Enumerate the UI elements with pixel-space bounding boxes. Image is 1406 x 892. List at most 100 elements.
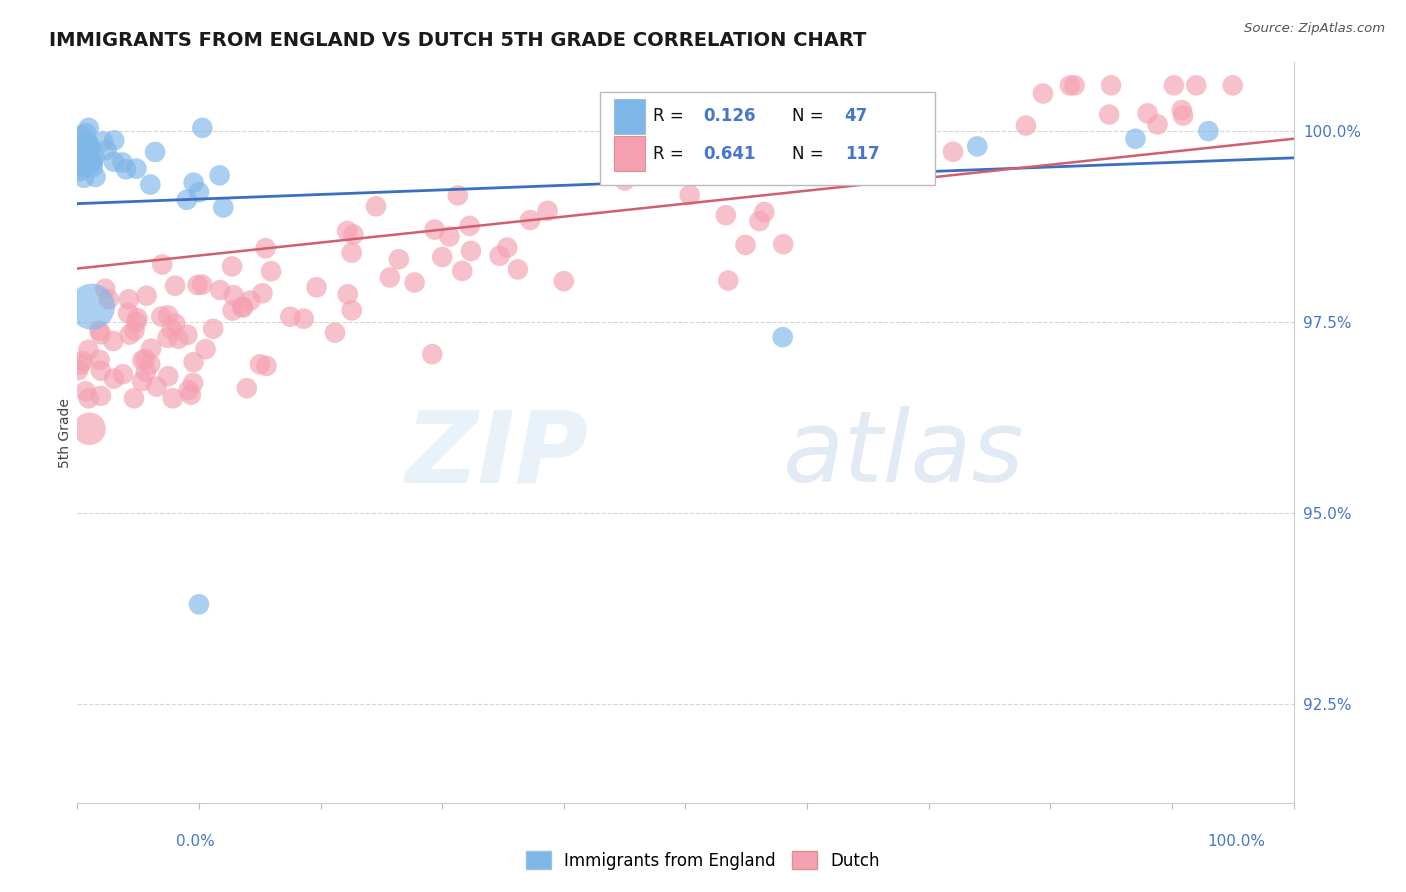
Point (772, 237, 794, 252)
Point (1136, 106, 1159, 120)
Point (679, 188, 702, 202)
Point (181, 376, 204, 390)
Point (139, 357, 162, 371)
Point (84, 169, 107, 184)
Point (70, 144, 93, 158)
Point (145, 379, 167, 393)
FancyBboxPatch shape (613, 99, 645, 134)
Point (340, 303, 363, 318)
Point (69, 358, 91, 372)
Point (188, 598, 211, 612)
Text: N =: N = (793, 108, 830, 126)
Point (553, 274, 575, 288)
Point (260, 264, 283, 278)
Point (1146, 117, 1168, 131)
Point (1163, 78, 1185, 93)
Point (69, 164, 91, 178)
Point (1125, 132, 1147, 146)
Point (162, 391, 184, 405)
Point (67, 150, 90, 164)
Point (135, 365, 157, 379)
Text: R =: R = (652, 108, 689, 126)
Point (157, 309, 180, 323)
Point (378, 270, 401, 285)
Point (72, 161, 94, 175)
Point (835, 128, 858, 142)
Text: 0.126: 0.126 (703, 108, 756, 126)
Point (1063, 78, 1085, 93)
Point (176, 327, 198, 342)
Point (404, 276, 426, 290)
Point (66, 149, 89, 163)
Point (183, 355, 205, 369)
Point (292, 311, 315, 326)
Point (336, 287, 359, 301)
Point (439, 229, 461, 244)
Point (103, 154, 125, 169)
Point (506, 262, 529, 277)
Point (157, 369, 180, 384)
Point (77, 391, 100, 405)
Text: 100.0%: 100.0% (1208, 834, 1265, 849)
Point (221, 260, 243, 274)
Point (191, 277, 214, 292)
Point (115, 162, 138, 177)
FancyBboxPatch shape (600, 92, 935, 185)
Point (191, 120, 214, 135)
Point (83, 150, 105, 164)
Point (82, 155, 104, 169)
Point (519, 213, 541, 227)
Point (73, 170, 96, 185)
Point (1171, 103, 1194, 117)
FancyBboxPatch shape (613, 136, 645, 170)
Point (966, 139, 988, 153)
Point (231, 300, 253, 314)
Point (754, 205, 776, 219)
Point (79, 422, 101, 436)
Point (150, 310, 173, 324)
Point (79, 152, 101, 166)
Point (183, 176, 205, 190)
Point (194, 342, 217, 356)
Point (77, 343, 100, 357)
Point (103, 133, 125, 147)
Text: Source: ZipAtlas.com: Source: ZipAtlas.com (1244, 22, 1385, 36)
Point (96, 143, 118, 157)
Point (111, 367, 134, 381)
Point (1171, 109, 1194, 123)
Point (167, 332, 190, 346)
Point (69, 151, 91, 165)
Point (252, 286, 274, 301)
Point (254, 241, 277, 255)
Point (82, 160, 104, 174)
Point (90, 364, 112, 378)
Legend: Immigrants from England, Dutch: Immigrants from England, Dutch (519, 845, 887, 877)
Point (236, 381, 259, 395)
Point (69, 136, 91, 151)
Point (80, 300, 103, 314)
Point (180, 388, 202, 402)
Point (323, 326, 346, 340)
Point (79, 140, 101, 154)
Point (388, 252, 411, 267)
Point (451, 264, 474, 278)
Point (124, 323, 146, 337)
Point (1222, 78, 1244, 93)
Point (675, 118, 697, 132)
Point (165, 278, 187, 293)
Point (131, 374, 153, 388)
Point (111, 155, 134, 169)
Point (177, 383, 200, 397)
Point (734, 238, 756, 252)
Point (423, 222, 446, 236)
Point (135, 289, 157, 303)
Point (336, 224, 359, 238)
Point (103, 372, 125, 386)
Point (1098, 107, 1121, 121)
Point (77, 120, 100, 135)
Point (75, 144, 97, 158)
Point (67, 363, 90, 377)
Point (125, 315, 148, 329)
Point (90, 389, 112, 403)
Point (856, 147, 879, 161)
